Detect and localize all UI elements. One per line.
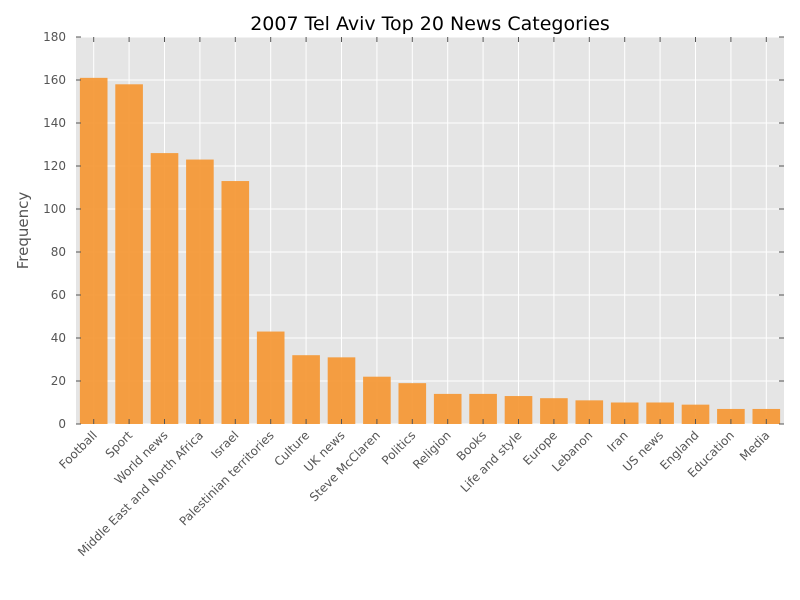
x-tick-label: Media xyxy=(737,428,772,463)
bar-football xyxy=(79,77,108,424)
y-tick-label: 20 xyxy=(51,374,66,388)
y-axis-label: Frequency xyxy=(14,192,32,270)
y-tick-label: 180 xyxy=(43,30,66,44)
x-tick-label: Life and style xyxy=(458,428,525,495)
bar-sport xyxy=(115,84,143,425)
bar-books xyxy=(469,393,497,424)
x-tick-label: Iran xyxy=(604,428,630,454)
axis-ticks xyxy=(76,36,784,425)
bar-palestinian-territories xyxy=(256,331,285,424)
bar-us-news xyxy=(646,402,674,424)
bar-israel xyxy=(221,181,250,424)
bar-culture xyxy=(292,355,320,424)
y-tick-label: 80 xyxy=(51,245,66,259)
y-tick-label: 160 xyxy=(43,73,66,87)
bar-politics xyxy=(398,383,427,424)
bar-uk-news xyxy=(327,357,356,424)
bar-england xyxy=(681,404,710,424)
y-tick-label: 100 xyxy=(43,202,66,216)
x-tick-label: Israel xyxy=(208,428,241,461)
bar-steve-mcclaren xyxy=(363,376,391,424)
chart-title: 2007 Tel Aviv Top 20 News Categories xyxy=(250,13,610,35)
y-tick-label: 40 xyxy=(51,331,66,345)
bars xyxy=(79,77,781,425)
x-tick-label: Football xyxy=(56,428,99,471)
y-tick-label: 0 xyxy=(58,417,66,431)
bar-middle-east-and-north-africa xyxy=(186,159,214,425)
bar-religion xyxy=(433,393,462,424)
bar-media xyxy=(752,408,781,424)
x-tick-label: Sport xyxy=(103,428,136,461)
bar-education xyxy=(717,408,745,424)
y-tick-label: 120 xyxy=(43,159,66,173)
y-tick-label: 140 xyxy=(43,116,66,130)
plot-area xyxy=(76,37,784,424)
bar-iran xyxy=(610,402,639,424)
bar-lebanon xyxy=(575,400,604,424)
x-tick-label: Religion xyxy=(410,428,454,472)
bar-world-news xyxy=(150,153,179,424)
y-tick-label: 60 xyxy=(51,288,66,302)
